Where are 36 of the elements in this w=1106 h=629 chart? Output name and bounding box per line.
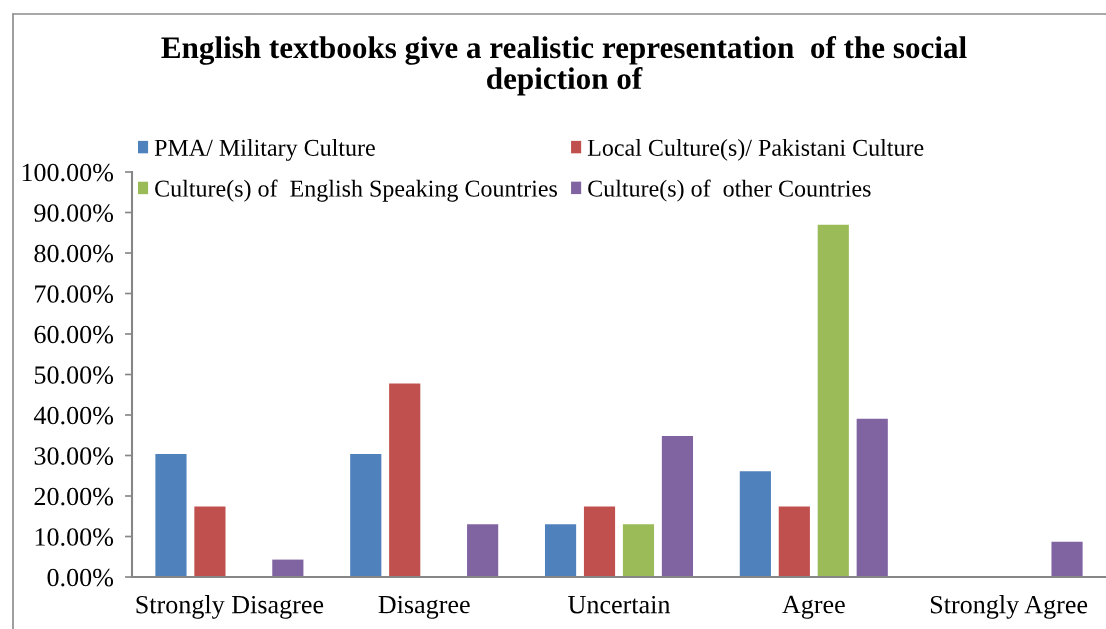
legend-label: Culture(s) of English Speaking Countries [155,179,557,202]
bar [155,453,187,577]
x-tick-label: Uncertain [568,595,671,614]
y-tick-label: 80.00% [34,244,114,263]
bar [272,559,304,577]
y-tick-label: 70.00% [35,285,114,303]
y-tick-label: 10.00% [35,528,114,546]
bar [350,453,382,577]
legend-label: Local Culture(s)/ Pakistani Culture [587,139,924,161]
y-tick-label: 50.00% [34,366,114,384]
y-tick-label: 30.00% [34,447,114,465]
y-tick-label: 20.00% [34,487,114,506]
legend-label: PMA/ Military Culture [154,139,375,161]
x-tick-label: Agree [782,595,845,619]
bar [389,383,421,577]
y-tick-label: 0.00% [47,568,114,587]
bar [817,224,849,577]
bar [622,524,655,577]
x-tick-label: Strongly Disagree [136,595,324,619]
bar [856,418,888,577]
y-tick-label: 100.00% [22,163,114,182]
chart-title: English textbooks give a realistic representation of the social depiction of [161,36,967,96]
legend-label: Culture(s) of other Countries [588,179,871,202]
bar [1051,541,1083,577]
y-tick-label: 90.00% [34,204,114,222]
y-tick-label: 60.00% [34,325,114,344]
bar [739,471,771,577]
x-tick-label: Disagree [378,595,470,619]
bar [544,524,577,577]
bar [467,524,499,577]
bar [194,506,226,577]
bar [583,506,616,577]
y-tick-label: 40.00% [33,406,114,425]
bar [661,436,694,577]
x-tick-label: Strongly Agree [930,595,1088,619]
bar [778,506,810,577]
